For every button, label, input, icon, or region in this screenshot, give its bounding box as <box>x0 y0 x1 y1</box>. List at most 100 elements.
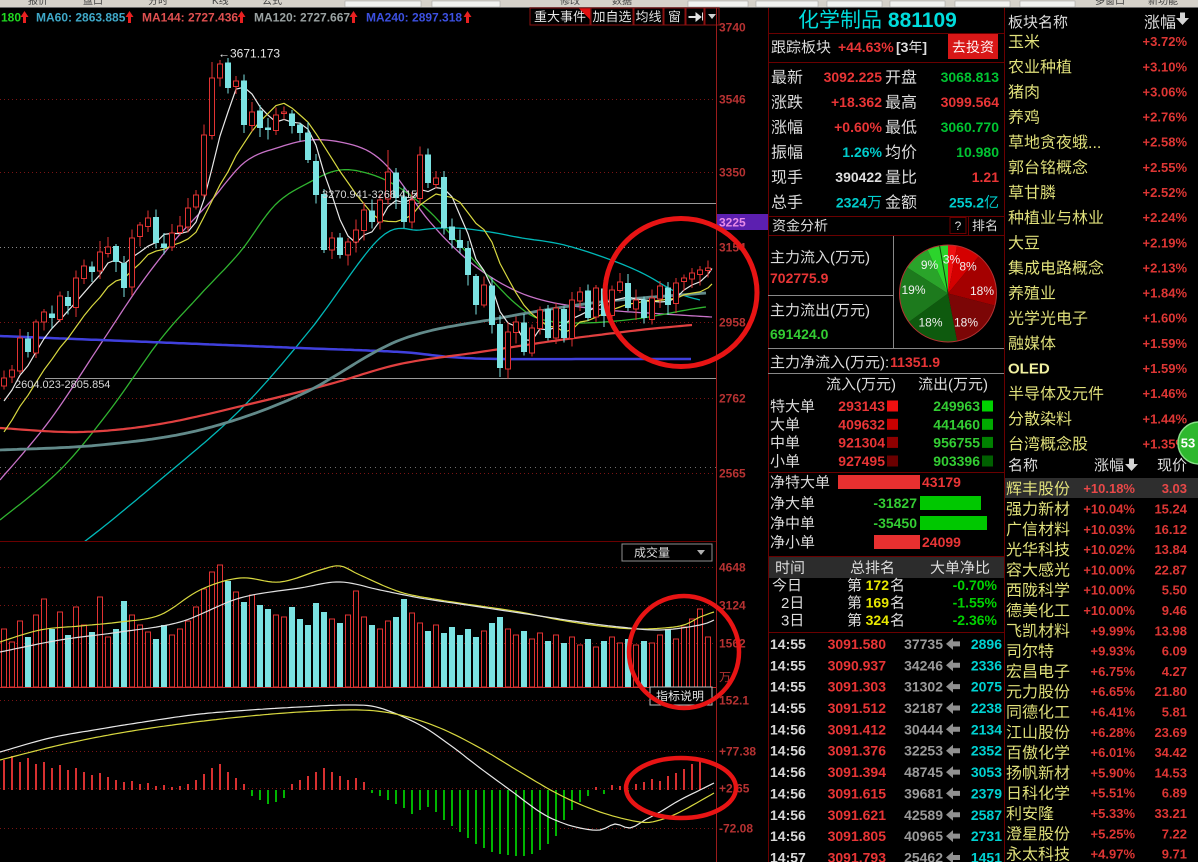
svg-text:(: ( <box>830 302 835 319</box>
svg-text:3091.412: 3091.412 <box>828 721 887 737</box>
svg-text:+9.93%: +9.93% <box>1091 644 1136 659</box>
svg-text:1562: 1562 <box>719 636 746 650</box>
svg-text:1.26%: 1.26% <box>842 144 882 160</box>
svg-text:34.42: 34.42 <box>1154 745 1187 760</box>
svg-text:255.2: 255.2 <box>949 194 984 210</box>
svg-text:2: 2 <box>781 595 789 612</box>
svg-text:18%: 18% <box>954 315 978 329</box>
svg-text:691424.0: 691424.0 <box>770 326 829 342</box>
svg-text:2352: 2352 <box>971 743 1002 759</box>
svg-text:MA240: 2897.318: MA240: 2897.318 <box>366 10 462 24</box>
svg-text:+1.59%: +1.59% <box>1143 336 1188 351</box>
svg-text:-0.70%: -0.70% <box>953 577 998 593</box>
svg-text:2731: 2731 <box>971 828 1002 844</box>
svg-text:+6.41%: +6.41% <box>1091 705 1136 720</box>
svg-text:[3: [3 <box>896 39 909 55</box>
svg-text:+9.99%: +9.99% <box>1091 623 1136 638</box>
svg-text:18%: 18% <box>918 315 942 329</box>
svg-text:+10.03%: +10.03% <box>1083 522 1135 537</box>
svg-text:3053: 3053 <box>971 764 1002 780</box>
svg-text:409632: 409632 <box>838 416 885 432</box>
svg-text:53: 53 <box>1181 436 1195 451</box>
svg-text:2379: 2379 <box>971 786 1002 802</box>
svg-text:11351.9: 11351.9 <box>890 354 940 370</box>
svg-text:23.69: 23.69 <box>1154 725 1187 740</box>
svg-text:]: ] <box>922 39 927 55</box>
svg-text:3091.394: 3091.394 <box>828 764 887 780</box>
svg-text:702775.9: 702775.9 <box>770 270 829 286</box>
svg-text:22.87: 22.87 <box>1154 562 1187 577</box>
svg-text:+77.38: +77.38 <box>719 744 756 758</box>
svg-text:14:55: 14:55 <box>770 657 806 673</box>
svg-text:9.46: 9.46 <box>1162 603 1187 618</box>
svg-text:390422: 390422 <box>835 169 882 185</box>
svg-text:3091.805: 3091.805 <box>828 828 887 844</box>
svg-text:+6.28%: +6.28% <box>1091 725 1136 740</box>
svg-text:3350: 3350 <box>719 165 746 179</box>
svg-text:2075: 2075 <box>971 679 1002 695</box>
svg-text:9%: 9% <box>921 258 939 272</box>
svg-text:14:55: 14:55 <box>770 679 806 695</box>
svg-text:+3.72%: +3.72% <box>1143 34 1188 49</box>
svg-text:3091.793: 3091.793 <box>828 850 887 862</box>
svg-text:14:56: 14:56 <box>770 828 806 844</box>
svg-text:(: ( <box>948 376 953 393</box>
svg-text:+5.90%: +5.90% <box>1091 765 1136 780</box>
svg-text:14:55: 14:55 <box>770 700 806 716</box>
svg-text:2896: 2896 <box>971 636 1002 652</box>
svg-text:3091.621: 3091.621 <box>828 807 887 823</box>
svg-text:30444: 30444 <box>904 721 943 737</box>
svg-text:14.53: 14.53 <box>1154 765 1187 780</box>
svg-text:5.81: 5.81 <box>1162 705 1187 720</box>
svg-text:+2.76%: +2.76% <box>1143 110 1188 125</box>
svg-text:3092.225: 3092.225 <box>824 69 883 85</box>
svg-text:←3671.173: ←3671.173 <box>218 46 280 60</box>
svg-text:7.22: 7.22 <box>1162 826 1187 841</box>
svg-text:293143: 293143 <box>838 398 885 414</box>
svg-text:14:55: 14:55 <box>770 636 806 652</box>
svg-text:+3.10%: +3.10% <box>1143 59 1188 74</box>
svg-text:927495: 927495 <box>838 453 885 469</box>
svg-text:1451: 1451 <box>971 850 1002 862</box>
svg-text:+44.63%: +44.63% <box>838 39 894 55</box>
svg-text:+10.18%: +10.18% <box>1083 481 1135 496</box>
svg-text:(: ( <box>856 376 861 393</box>
svg-text:3091.615: 3091.615 <box>828 786 887 802</box>
svg-text:2565: 2565 <box>719 466 746 480</box>
svg-text:249963: 249963 <box>933 398 980 414</box>
svg-text:3091.512: 3091.512 <box>828 700 887 716</box>
svg-text:+10.00%: +10.00% <box>1083 562 1135 577</box>
svg-text:2324: 2324 <box>836 194 867 210</box>
svg-text:MA144: 2727.436: MA144: 2727.436 <box>142 10 238 24</box>
svg-text:324: 324 <box>866 612 890 628</box>
svg-text:3090.937: 3090.937 <box>828 657 887 673</box>
svg-text:3091.376: 3091.376 <box>828 743 887 759</box>
svg-text:34246: 34246 <box>904 657 943 673</box>
svg-text:+0.60%: +0.60% <box>834 119 882 135</box>
svg-text:10.980: 10.980 <box>956 144 999 160</box>
svg-text:32187: 32187 <box>904 700 943 716</box>
svg-text:14:56: 14:56 <box>770 786 806 802</box>
svg-text:-35450: -35450 <box>873 515 917 531</box>
svg-text:172: 172 <box>866 577 890 593</box>
svg-text:4648: 4648 <box>719 560 746 574</box>
svg-text:14:57: 14:57 <box>770 850 806 862</box>
svg-text:+6.01%: +6.01% <box>1091 745 1136 760</box>
svg-text:14:56: 14:56 <box>770 743 806 759</box>
svg-text:+10.02%: +10.02% <box>1083 542 1135 557</box>
svg-text:): ) <box>891 376 896 393</box>
svg-text:2604.023-2805.854: 2604.023-2805.854 <box>15 379 110 391</box>
svg-text:+2.19%: +2.19% <box>1143 235 1188 250</box>
svg-text:+2.55%: +2.55% <box>1143 160 1188 175</box>
svg-text:+5.33%: +5.33% <box>1091 806 1136 821</box>
svg-text:+1.44%: +1.44% <box>1143 411 1188 426</box>
svg-text:3225: 3225 <box>719 215 746 229</box>
svg-text:169: 169 <box>866 595 890 611</box>
svg-text:+5.51%: +5.51% <box>1091 786 1136 801</box>
svg-text:14:56: 14:56 <box>770 807 806 823</box>
svg-text:40965: 40965 <box>904 828 943 844</box>
svg-text:956755: 956755 <box>933 434 980 450</box>
svg-text:2587: 2587 <box>971 807 1002 823</box>
svg-text:+2.52%: +2.52% <box>1143 185 1188 200</box>
svg-text:3091.580: 3091.580 <box>828 636 887 652</box>
